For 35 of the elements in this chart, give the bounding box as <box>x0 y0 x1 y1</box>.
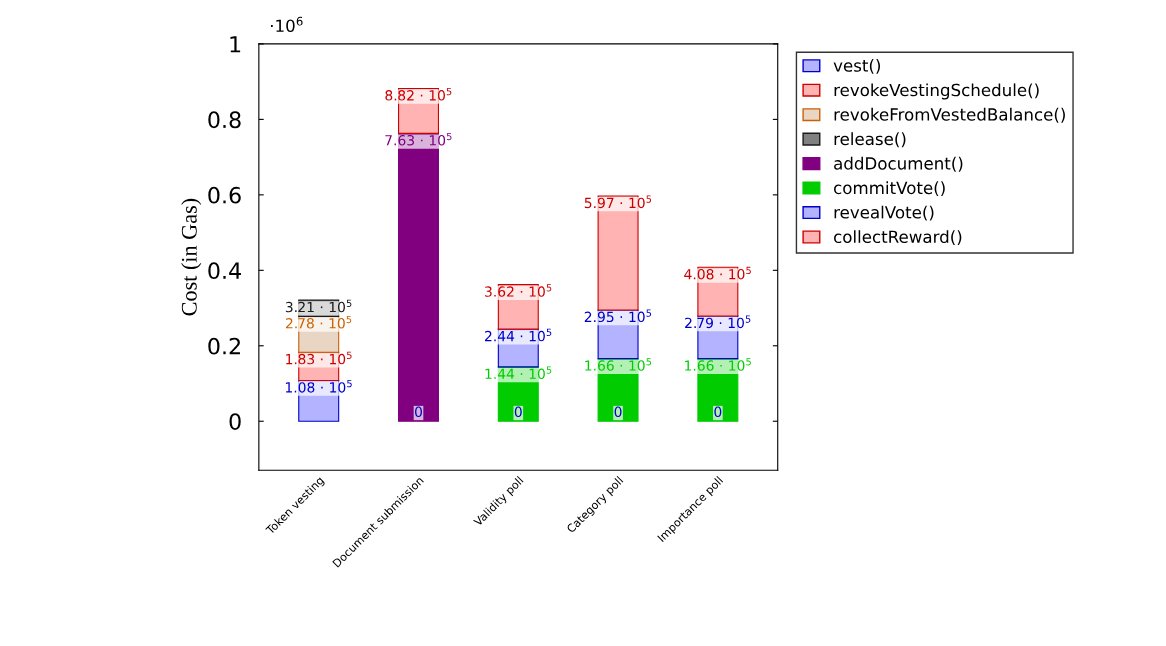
legend-label: revealVote() <box>834 205 934 221</box>
annotation: 1.83 · 10$^{5}$ <box>286 351 352 365</box>
y-tick-label: 0.4 <box>208 262 241 280</box>
annotation: 1.66 · 10$^{5}$ <box>685 358 751 371</box>
annotation: 3.62 · 10$^{5}$ <box>485 284 552 297</box>
legend-label: collectReward() <box>834 230 962 246</box>
legend-label: vest() <box>833 58 881 74</box>
y-tick-label: 0 <box>229 413 241 430</box>
y-tick-label: 0.8 <box>208 111 241 129</box>
text: ·10$^{6}$ <box>271 16 303 33</box>
annotation: 3.21 · 10$^{5}$ <box>285 299 352 313</box>
annotation: 1.66 · 10$^{5}$ <box>585 358 652 371</box>
annotation: 1.44 · 10$^{5}$ <box>485 366 552 380</box>
annotation: 2.78 · 10$^{5}$ <box>285 315 352 329</box>
annotation: 2.44 · 10$^{5}$ <box>485 328 552 342</box>
legend-label: commitVote() <box>834 181 945 197</box>
legend-label: addDocument() <box>834 156 963 172</box>
annotation: 0 <box>514 406 522 418</box>
annotation: 2.79 · 10$^{5}$ <box>685 315 751 329</box>
y-tick-label: 1 <box>230 36 241 53</box>
annotation: 0 <box>415 406 422 418</box>
y-axis-title: Cost (in Gas) <box>181 198 202 316</box>
legend-label: revokeVestingSchedule() <box>834 83 1039 100</box>
annotation: 4.08 · 10$^{5}$ <box>684 266 751 280</box>
annotation: 7.63 · 10$^{5}$ <box>385 132 452 146</box>
legend-label: release() <box>834 132 906 148</box>
y-tick-label: 0.6 <box>208 186 241 204</box>
y-tick-label: 0.2 <box>208 337 240 355</box>
annotation: 8.82 · 10$^{5}$ <box>385 88 452 101</box>
annotation: 2.95 · 10$^{5}$ <box>584 309 652 323</box>
legend-label: revokeFromVestedBalance() <box>834 107 1065 123</box>
annotation: 5.97 · 10$^{5}$ <box>584 195 652 209</box>
annotation: 0 <box>614 406 622 418</box>
annotation: 0 <box>714 406 722 418</box>
annotation: 1.08 · 10$^{5}$ <box>285 380 352 393</box>
